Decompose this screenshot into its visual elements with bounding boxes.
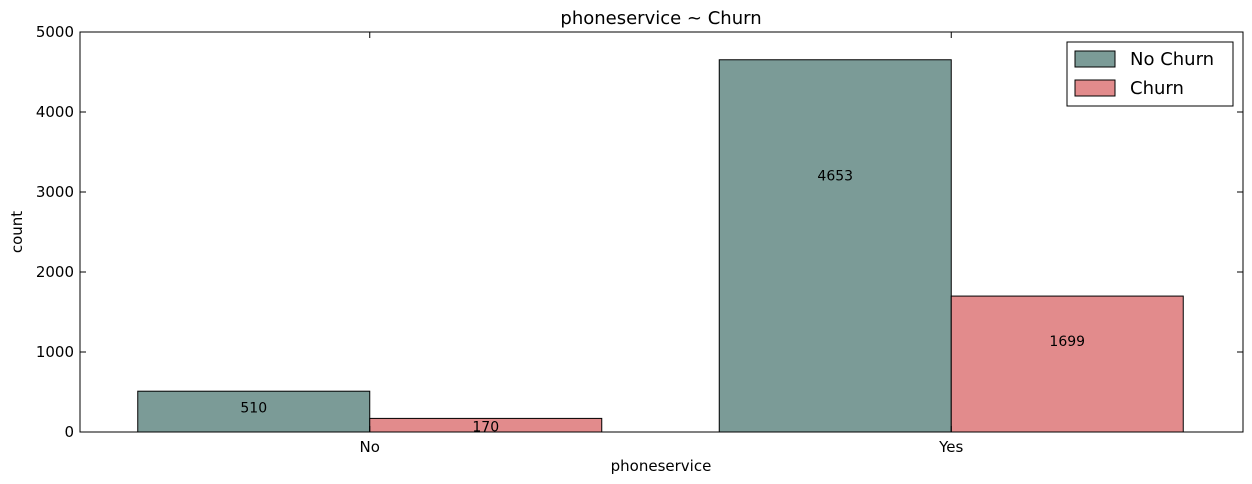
legend-label: No Churn <box>1130 49 1214 70</box>
plot-frame <box>79 31 1244 433</box>
y-tick-label: 0 <box>64 423 74 441</box>
y-tick-label: 2000 <box>36 263 74 281</box>
x-tick-label: Yes <box>938 438 963 456</box>
y-axis-label: count <box>8 211 26 253</box>
y-tick-label: 1000 <box>36 343 74 361</box>
legend-swatch <box>1074 79 1116 97</box>
x-axis: No Yes <box>360 32 964 456</box>
x-axis-label: phoneservice <box>611 457 712 475</box>
x-tick-label: No <box>360 438 380 456</box>
y-axis: 0 1000 2000 3000 4000 5000 <box>36 23 1243 441</box>
y-tick-label: 4000 <box>36 103 74 121</box>
chart-title: phoneservice ~ Churn <box>560 8 761 29</box>
bar-value-label: 1699 <box>1049 334 1085 350</box>
y-tick-label: 3000 <box>36 183 74 201</box>
legend: No Churn Churn <box>1066 41 1234 107</box>
y-tick-label: 5000 <box>36 23 74 41</box>
bar-no-churn-no <box>137 390 371 433</box>
bar-churn-yes <box>950 295 1184 433</box>
bar-no-churn-yes <box>718 59 952 433</box>
legend-swatch <box>1074 50 1116 68</box>
bar-value-label: 4653 <box>817 168 853 184</box>
bar-value-label: 170 <box>472 419 499 435</box>
legend-label: Churn <box>1130 78 1184 99</box>
bar-value-label: 510 <box>240 400 267 416</box>
plot-area: 510 170 4653 1699 <box>137 59 1184 435</box>
